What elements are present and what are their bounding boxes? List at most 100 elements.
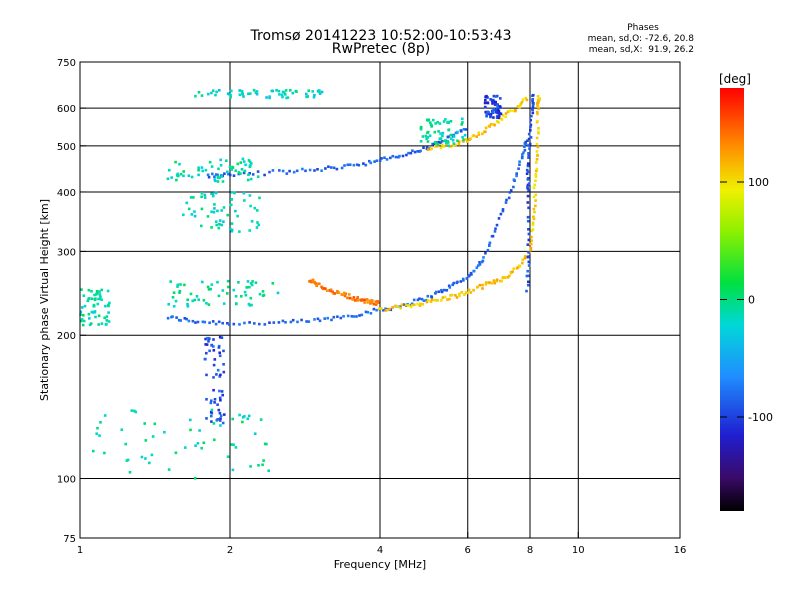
data-point [439,137,443,140]
data-point [477,131,481,135]
data-point [527,156,530,159]
data-point [531,111,535,115]
data-point [337,291,341,294]
data-point [534,193,538,197]
data-point [416,302,419,306]
data-point [206,173,210,177]
data-point [440,288,443,292]
data-point [358,314,361,317]
data-point [475,266,479,269]
data-point [507,196,511,200]
data-point [381,309,385,312]
data-point [212,338,215,341]
data-point [527,137,531,141]
data-point [267,469,270,472]
data-point [90,310,94,314]
data-point [364,163,368,167]
data-point [440,299,443,302]
data-point [527,255,530,258]
data-point [411,149,414,152]
data-point [399,306,402,310]
data-point [534,173,538,176]
data-point [214,322,218,326]
data-point [451,139,455,142]
data-point [501,114,505,117]
data-point [248,285,251,289]
data-point [190,213,194,216]
data-point [151,435,155,438]
data-point [295,90,298,93]
data-point [407,304,410,307]
data-point [108,301,111,305]
data-point [240,295,243,298]
data-point [491,234,495,238]
data-point [526,194,530,198]
data-point [169,280,172,283]
data-point [83,304,87,308]
data-point [472,134,476,137]
data-point [385,158,389,161]
data-point [402,303,406,306]
data-point [426,148,430,151]
data-point [265,96,268,99]
colorbar-ticks: 100 0 -100 [720,176,773,424]
data-point [492,116,495,119]
data-point [243,169,247,173]
data-point [532,217,536,221]
data-point [251,280,254,283]
data-point [234,295,238,298]
data-point [360,299,363,302]
data-point [404,303,408,307]
data-point [174,299,178,303]
data-point [217,167,220,171]
data-point [422,146,425,149]
data-point [211,320,215,323]
data-point [218,411,222,415]
data-point [352,163,356,167]
data-point [484,251,487,255]
data-point [261,294,265,297]
data-point [97,314,101,318]
data-point [525,289,528,293]
data-point [391,154,395,158]
data-point [324,167,327,170]
data-point [354,299,357,302]
data-point [200,166,204,169]
data-point [518,163,521,166]
data-point [488,113,492,116]
data-point [210,414,213,418]
data-point [527,251,530,254]
data-point [489,123,493,126]
data-point [220,209,223,212]
data-point [195,295,199,298]
data-point [426,299,430,302]
data-point [247,414,251,418]
data-point [251,173,255,176]
data-point [442,145,446,148]
data-point [258,292,262,296]
data-point [442,120,446,123]
data-point [447,144,450,147]
data-point [208,160,212,164]
data-point [327,165,330,168]
data-point [446,298,449,301]
data-point [322,287,326,290]
data-point [384,307,387,311]
data-point [185,201,189,205]
data-point [497,121,500,124]
data-point [252,88,256,92]
data-point [463,133,467,137]
data-point [198,429,201,432]
data-point [316,317,320,321]
data-point [535,169,538,173]
y-tick-label: 500 [57,142,76,153]
data-point [519,102,523,105]
data-point [205,351,208,355]
data-point [365,298,369,301]
data-point [525,255,528,259]
data-point [280,93,284,97]
data-point [486,101,489,104]
data-point [219,398,222,402]
data-point [447,135,450,138]
data-point [271,89,274,93]
